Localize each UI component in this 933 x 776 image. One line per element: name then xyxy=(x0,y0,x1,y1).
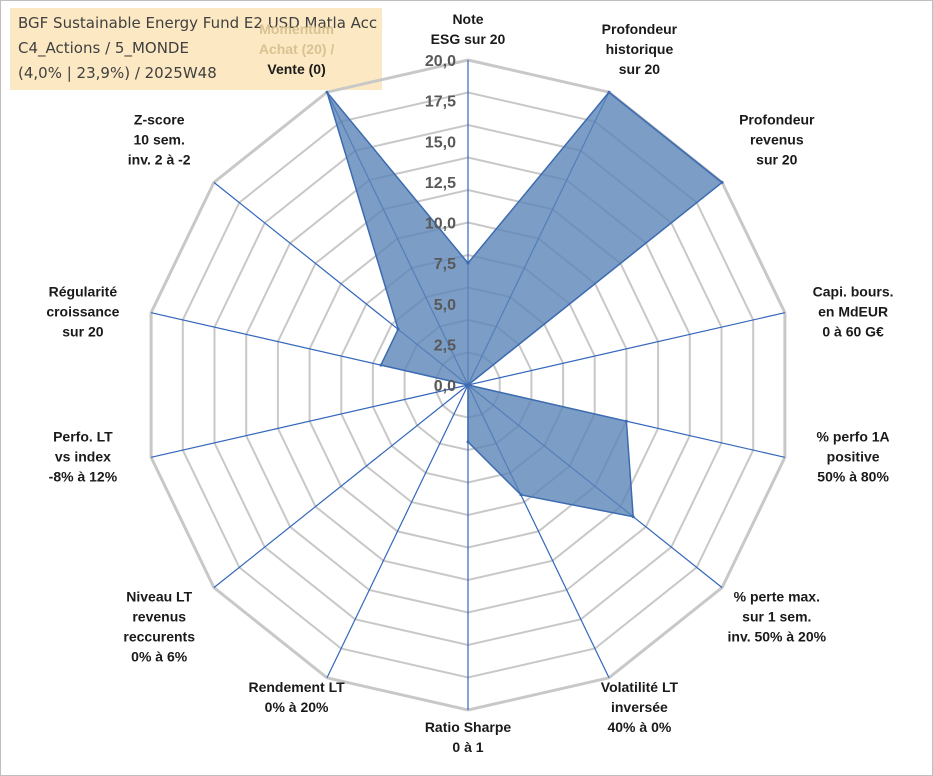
axis-label-3: Capi. bours. en MdEUR 0 à 60 G€ xyxy=(813,284,894,340)
axis-label-11-line-0: Régularité xyxy=(49,284,118,300)
axis-label-11: Régularité croissance sur 20 xyxy=(46,284,119,340)
data-series-polygon xyxy=(326,91,724,518)
axis-label-7-line-0: Ratio Sharpe xyxy=(425,719,512,735)
tick-label-2: 5,0 xyxy=(434,297,456,314)
data-point-1 xyxy=(607,90,611,94)
chart-title-stats: (4,0% | 23,9%) / 2025W48 xyxy=(18,64,217,82)
axis-label-8: Rendement LT 0% à 20% xyxy=(248,679,345,715)
axis-label-5: % perte max. sur 1 sem. inv. 50% à 20% xyxy=(728,589,827,645)
tick-label-3: 7,5 xyxy=(434,256,456,273)
axis-label-9-line-2: reccurents xyxy=(123,629,195,645)
tick-label-4: 10,0 xyxy=(425,216,456,233)
axis-label-9-line-1: revenus xyxy=(132,609,186,625)
axis-label-11-line-1: croissance xyxy=(46,304,119,320)
axis-label-9: Niveau LT revenus reccurents 0% à 6% xyxy=(123,589,195,665)
axis-label-8-line-0: Rendement LT xyxy=(248,679,345,695)
axis-label-2-line-1: revenus xyxy=(750,131,804,147)
axis-label-3-line-2: 0 à 60 G€ xyxy=(822,324,884,340)
chart-title-category: C4_Actions / 5_MONDE xyxy=(18,39,189,57)
axis-label-13-prefix-0: Momentum xyxy=(259,21,334,37)
axis-label-1-line-1: historique xyxy=(606,41,674,57)
axis-label-0-line-0: Note xyxy=(452,11,483,27)
axis-label-7: Ratio Sharpe 0 à 1 xyxy=(425,719,512,755)
axis-label-4-line-0: % perfo 1A xyxy=(817,428,890,444)
axis-label-13-line-0: Vente (0) xyxy=(267,61,325,77)
axis-label-5-line-1: sur 1 sem. xyxy=(742,609,811,625)
spoke-3 xyxy=(467,312,786,386)
data-point-0 xyxy=(466,261,470,265)
chart-title-box: BGF Sustainable Energy Fund E2 USD Matla… xyxy=(10,8,382,90)
axis-label-13-prefix-1: Achat (20) / xyxy=(259,41,335,57)
axis-label-10-line-0: Perfo. LT xyxy=(53,428,113,444)
axis-label-6-line-2: 40% à 0% xyxy=(607,719,671,735)
axis-label-0: Note ESG sur 20 xyxy=(431,11,506,47)
axis-label-2-line-2: sur 20 xyxy=(756,151,797,167)
tick-label-0: 0,0 xyxy=(434,378,456,395)
axis-label-12-line-1: 10 sem. xyxy=(134,131,185,147)
data-point-13 xyxy=(325,90,329,94)
axis-label-12: Z-score 10 sem. inv. 2 à -2 xyxy=(128,111,191,167)
axis-label-5-line-2: inv. 50% à 20% xyxy=(728,629,827,645)
tick-label-5: 12,5 xyxy=(425,175,456,192)
axis-label-10-line-1: vs index xyxy=(55,448,111,464)
data-point-5 xyxy=(631,515,635,519)
data-point-4 xyxy=(624,419,628,423)
spoke-9 xyxy=(213,384,469,589)
axis-label-4: % perfo 1A positive 50% à 80% xyxy=(817,428,890,484)
axis-label-10: Perfo. LT vs index -8% à 12% xyxy=(49,428,118,484)
axis-label-8-line-1: 0% à 20% xyxy=(265,699,329,715)
axis-label-1-line-0: Profondeur xyxy=(602,21,678,37)
axis-label-12-line-0: Z-score xyxy=(134,111,185,127)
data-point-2 xyxy=(720,180,724,184)
axis-label-13: Momentum Achat (20) / Vente (0) xyxy=(259,21,335,77)
axis-label-0-line-1: ESG sur 20 xyxy=(431,31,506,47)
axis-label-1: Profondeur historique sur 20 xyxy=(602,21,678,77)
axis-label-9-line-3: 0% à 6% xyxy=(131,649,188,665)
axis-label-4-line-2: 50% à 80% xyxy=(817,468,889,484)
axis-label-5-line-0: % perte max. xyxy=(734,589,820,605)
data-point-12 xyxy=(396,327,400,331)
axis-label-7-line-1: 0 à 1 xyxy=(452,739,483,755)
tick-label-1: 2,5 xyxy=(434,337,456,354)
axis-label-3-line-1: en MdEUR xyxy=(818,304,888,320)
axis-label-9-line-0: Niveau LT xyxy=(126,589,192,605)
axis-label-2: Profondeur revenus sur 20 xyxy=(739,111,815,167)
tick-label-6: 15,0 xyxy=(425,134,456,151)
axis-label-11-line-2: sur 20 xyxy=(62,324,103,340)
data-point-11 xyxy=(379,363,383,367)
chart-title-fund: BGF Sustainable Energy Fund E2 USD Matla… xyxy=(18,14,378,32)
axis-label-3-line-0: Capi. bours. xyxy=(813,284,894,300)
axis-label-6: Volatilité LT inversée 40% à 0% xyxy=(601,679,679,735)
axis-label-1-line-2: sur 20 xyxy=(619,61,660,77)
axis-label-6-line-1: inversée xyxy=(611,699,668,715)
axis-label-10-line-2: -8% à 12% xyxy=(49,468,118,484)
spoke-10 xyxy=(150,384,469,458)
tick-label-7: 17,5 xyxy=(425,94,456,111)
data-point-10 xyxy=(466,383,470,387)
spoke-8 xyxy=(326,384,469,679)
axis-label-4-line-1: positive xyxy=(827,448,880,464)
axis-label-6-line-0: Volatilité LT xyxy=(601,679,679,695)
axis-label-12-line-2: inv. 2 à -2 xyxy=(128,151,191,167)
data-point-7 xyxy=(466,440,470,444)
data-point-6 xyxy=(519,493,523,497)
tick-label-8: 20,0 xyxy=(425,53,456,70)
axis-label-2-line-0: Profondeur xyxy=(739,111,815,127)
